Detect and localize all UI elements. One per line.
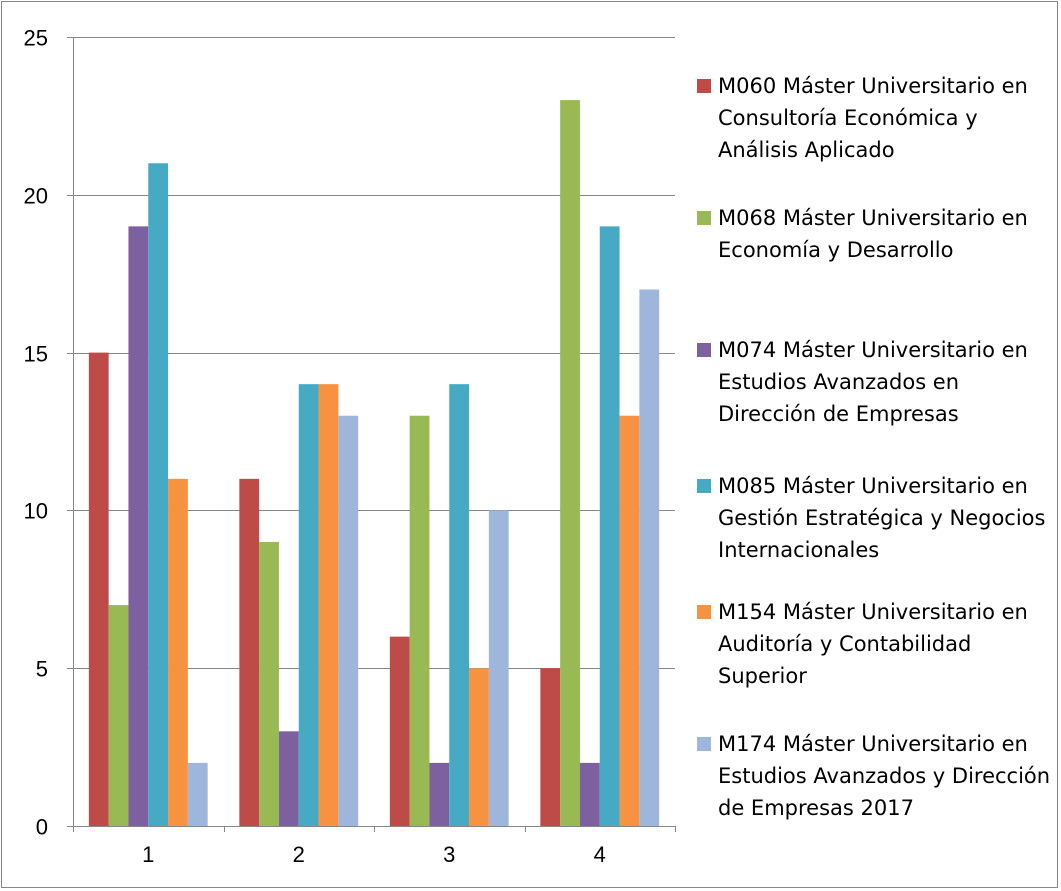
x-tick-labels: 1 2 3 4 bbox=[142, 842, 606, 867]
bar bbox=[488, 510, 509, 826]
legend-swatch bbox=[697, 211, 711, 225]
bar bbox=[128, 226, 149, 827]
legend-label: M085 Máster Universitario en Gestión Est… bbox=[718, 474, 1046, 562]
bar bbox=[108, 605, 129, 826]
x-tick-label: 2 bbox=[293, 842, 305, 867]
bar bbox=[187, 762, 208, 826]
legend-label: M174 Máster Universitario en Estudios Av… bbox=[718, 732, 1051, 820]
bar bbox=[409, 415, 430, 826]
legend-item: M068 Máster Universitario en Economía y … bbox=[697, 202, 1057, 266]
bar bbox=[429, 762, 450, 826]
legend-label: M068 Máster Universitario en Economía y … bbox=[718, 206, 1028, 262]
y-tick-labels: 0 5 10 15 20 25 bbox=[24, 26, 48, 840]
bar bbox=[88, 352, 109, 826]
legend-swatch bbox=[697, 737, 711, 751]
bar bbox=[318, 384, 339, 826]
axes bbox=[67, 37, 676, 832]
bar bbox=[579, 762, 600, 826]
x-tick-label: 3 bbox=[443, 842, 455, 867]
legend-item: M060 Máster Universitario en Consultoría… bbox=[697, 70, 1057, 166]
bar bbox=[239, 478, 260, 826]
x-tick-label: 4 bbox=[594, 842, 606, 867]
legend-label: M154 Máster Universitario en Auditoría y… bbox=[718, 600, 1028, 688]
legend-item: M085 Máster Universitario en Gestión Est… bbox=[697, 470, 1057, 566]
legend-swatch bbox=[697, 79, 711, 93]
legend-item: M174 Máster Universitario en Estudios Av… bbox=[697, 728, 1057, 824]
bar bbox=[469, 668, 489, 826]
y-tick-label: 15 bbox=[24, 342, 48, 367]
y-tick-label: 5 bbox=[36, 657, 48, 682]
bar bbox=[298, 384, 319, 826]
legend-swatch bbox=[697, 479, 711, 493]
bar bbox=[449, 384, 470, 826]
legend-label: M060 Máster Universitario en Consultoría… bbox=[718, 74, 1028, 162]
bar bbox=[168, 478, 188, 826]
bar bbox=[278, 731, 299, 826]
y-tick-label: 20 bbox=[24, 184, 48, 209]
bars bbox=[88, 100, 660, 827]
x-tick-label: 1 bbox=[142, 842, 154, 867]
legend-label: M074 Máster Universitario en Estudios Av… bbox=[718, 338, 1028, 426]
bar bbox=[338, 415, 359, 826]
legend-swatch bbox=[697, 605, 711, 619]
bar bbox=[599, 226, 620, 827]
legend-item: M154 Máster Universitario en Auditoría y… bbox=[697, 596, 1057, 692]
bar bbox=[619, 415, 640, 826]
bar bbox=[389, 636, 410, 826]
bar bbox=[259, 541, 279, 826]
legend-item: M074 Máster Universitario en Estudios Av… bbox=[697, 334, 1057, 430]
bar bbox=[560, 100, 580, 827]
bar bbox=[540, 668, 561, 826]
y-tick-label: 25 bbox=[24, 26, 48, 51]
legend-swatch bbox=[697, 343, 711, 357]
bar bbox=[148, 163, 169, 827]
bar bbox=[639, 289, 660, 827]
y-tick-label: 10 bbox=[24, 499, 48, 524]
y-tick-label: 0 bbox=[36, 815, 48, 840]
